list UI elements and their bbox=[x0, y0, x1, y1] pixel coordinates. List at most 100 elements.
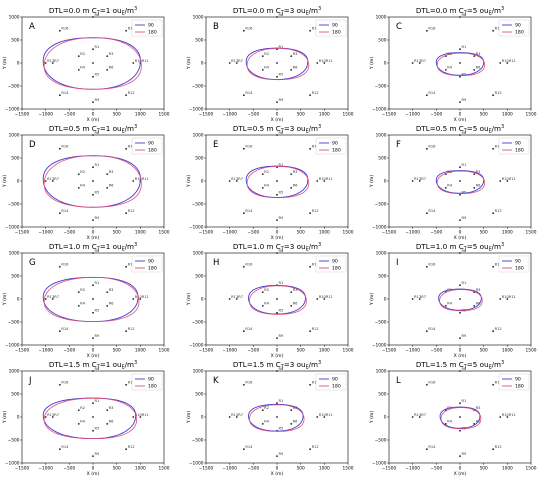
receptor-point bbox=[261, 55, 264, 57]
receptor-point bbox=[459, 311, 461, 314]
receptor-point bbox=[316, 62, 319, 64]
receptor-label: R5 bbox=[279, 73, 284, 77]
receptor-label: R8 bbox=[95, 249, 100, 253]
receptor-label: R14 bbox=[428, 445, 436, 449]
receptor-label: R15 bbox=[312, 145, 319, 149]
x-tick-label: −500 bbox=[63, 112, 75, 118]
panel-B: DTL=0.0 m CT=3 ouE/m3B−1500 −1000 −500 0 500… bbox=[186, 6, 354, 123]
receptor-label: R9 bbox=[279, 334, 284, 338]
receptor-label: R3 bbox=[109, 288, 114, 292]
x-tick-label: −1500 bbox=[15, 348, 30, 354]
receptor-point bbox=[492, 265, 495, 268]
receptor-label: R11 bbox=[142, 59, 149, 63]
source-point bbox=[92, 180, 94, 182]
receptor-point bbox=[51, 180, 54, 182]
x-tick-label: −1000 bbox=[405, 112, 420, 118]
receptor-point bbox=[77, 409, 80, 411]
x-tick-label: 500 bbox=[113, 466, 121, 472]
y-tick-label: 500 bbox=[11, 156, 19, 162]
receptor-label: R2 bbox=[80, 52, 85, 56]
receptor-label: R7 bbox=[421, 413, 426, 417]
receptor-point bbox=[425, 147, 428, 150]
receptor-label: R1 bbox=[95, 45, 100, 49]
contour-180 bbox=[246, 166, 310, 199]
receptor-point bbox=[58, 265, 61, 268]
receptor-point bbox=[235, 298, 238, 300]
receptor-label: R10 bbox=[135, 177, 143, 181]
y-tick-label: −500 bbox=[8, 84, 20, 90]
x-tick-label: 1500 bbox=[159, 230, 170, 236]
receptor-label: R14 bbox=[61, 209, 69, 213]
x-tick-label: −1500 bbox=[199, 466, 214, 472]
x-tick-label: 0 bbox=[92, 112, 95, 118]
legend-label: 90 bbox=[148, 259, 154, 265]
x-tick-label: 1000 bbox=[135, 348, 146, 354]
receptor-point bbox=[58, 330, 61, 333]
receptor-label: R16 bbox=[245, 263, 253, 267]
y-tick-label: 0 bbox=[384, 179, 387, 185]
receptor-label: R8 bbox=[462, 367, 467, 371]
receptor-label: R7 bbox=[238, 177, 243, 181]
receptor-label: R8 bbox=[279, 13, 284, 17]
receptor-label: R13 bbox=[414, 413, 421, 417]
receptor-label: R12 bbox=[495, 209, 502, 213]
receptor-point bbox=[235, 180, 238, 182]
x-tick-label: −500 bbox=[430, 348, 442, 354]
x-tick-label: 1500 bbox=[526, 230, 537, 236]
receptor-label: R6 bbox=[476, 184, 481, 188]
legend-label: 180 bbox=[332, 30, 341, 36]
receptor-label: R8 bbox=[95, 367, 100, 371]
y-tick-label: 500 bbox=[378, 156, 386, 162]
x-tick-label: −1000 bbox=[222, 348, 237, 354]
receptor-point bbox=[444, 187, 447, 189]
contour-90 bbox=[248, 285, 306, 315]
x-axis-label: X (m) bbox=[87, 353, 100, 359]
x-tick-label: 500 bbox=[480, 466, 488, 472]
receptor-point bbox=[125, 29, 128, 32]
panel-title: DTL=0.0 m CT=3 ouE/m3 bbox=[233, 6, 321, 17]
x-tick-label: −1000 bbox=[222, 230, 237, 236]
panel-F: DTL=0.5 m CT=5 ouE/m3F−1500 −1000 −500 0 500… bbox=[369, 124, 537, 241]
x-tick-label: 1500 bbox=[526, 112, 537, 118]
receptor-label: R1 bbox=[462, 281, 467, 285]
panel-title: DTL=1.5 m CT=3 ouE/m3 bbox=[233, 360, 321, 371]
receptor-label: R6 bbox=[476, 302, 481, 306]
receptor-point bbox=[242, 448, 245, 451]
y-tick-label: −1000 bbox=[372, 225, 387, 231]
panel-letter: C bbox=[396, 22, 402, 32]
receptor-point bbox=[125, 94, 128, 97]
receptor-point bbox=[459, 284, 461, 287]
receptor-point bbox=[77, 69, 80, 71]
y-tick-label: −1000 bbox=[189, 225, 204, 231]
receptor-label: R9 bbox=[95, 452, 100, 456]
x-tick-label: 0 bbox=[276, 466, 279, 472]
receptor-point bbox=[499, 180, 502, 182]
legend-label: 90 bbox=[515, 141, 521, 147]
receptor-point bbox=[411, 62, 414, 64]
receptor-label: R1 bbox=[95, 281, 100, 285]
panel-title: DTL=1.0 m CT=3 ouE/m3 bbox=[233, 242, 321, 253]
receptor-label: R9 bbox=[279, 98, 284, 102]
x-tick-label: 1000 bbox=[319, 230, 330, 236]
x-tick-label: −1500 bbox=[382, 348, 397, 354]
receptor-point bbox=[473, 69, 476, 71]
receptor-point bbox=[459, 370, 461, 372]
panel-K: DTL=1.5 m CT=3 ouE/m3K−1500 −1000 −500 0 500… bbox=[186, 360, 354, 477]
receptor-label: R12 bbox=[128, 445, 135, 449]
receptor-point bbox=[228, 416, 231, 418]
receptor-label: R9 bbox=[462, 452, 467, 456]
receptor-label: R11 bbox=[326, 413, 333, 417]
receptor-point bbox=[425, 212, 428, 215]
x-tick-label: −500 bbox=[247, 230, 259, 236]
y-tick-label: 1000 bbox=[9, 251, 20, 257]
receptor-point bbox=[92, 193, 94, 196]
x-tick-label: 1500 bbox=[526, 466, 537, 472]
receptor-point bbox=[92, 337, 94, 339]
receptor-label: R11 bbox=[509, 177, 516, 181]
receptor-label: R11 bbox=[326, 59, 333, 63]
receptor-label: R9 bbox=[95, 98, 100, 102]
receptor-point bbox=[261, 173, 264, 176]
x-tick-label: 1500 bbox=[526, 348, 537, 354]
receptor-label: R4 bbox=[80, 66, 85, 70]
receptor-label: R7 bbox=[421, 177, 426, 181]
